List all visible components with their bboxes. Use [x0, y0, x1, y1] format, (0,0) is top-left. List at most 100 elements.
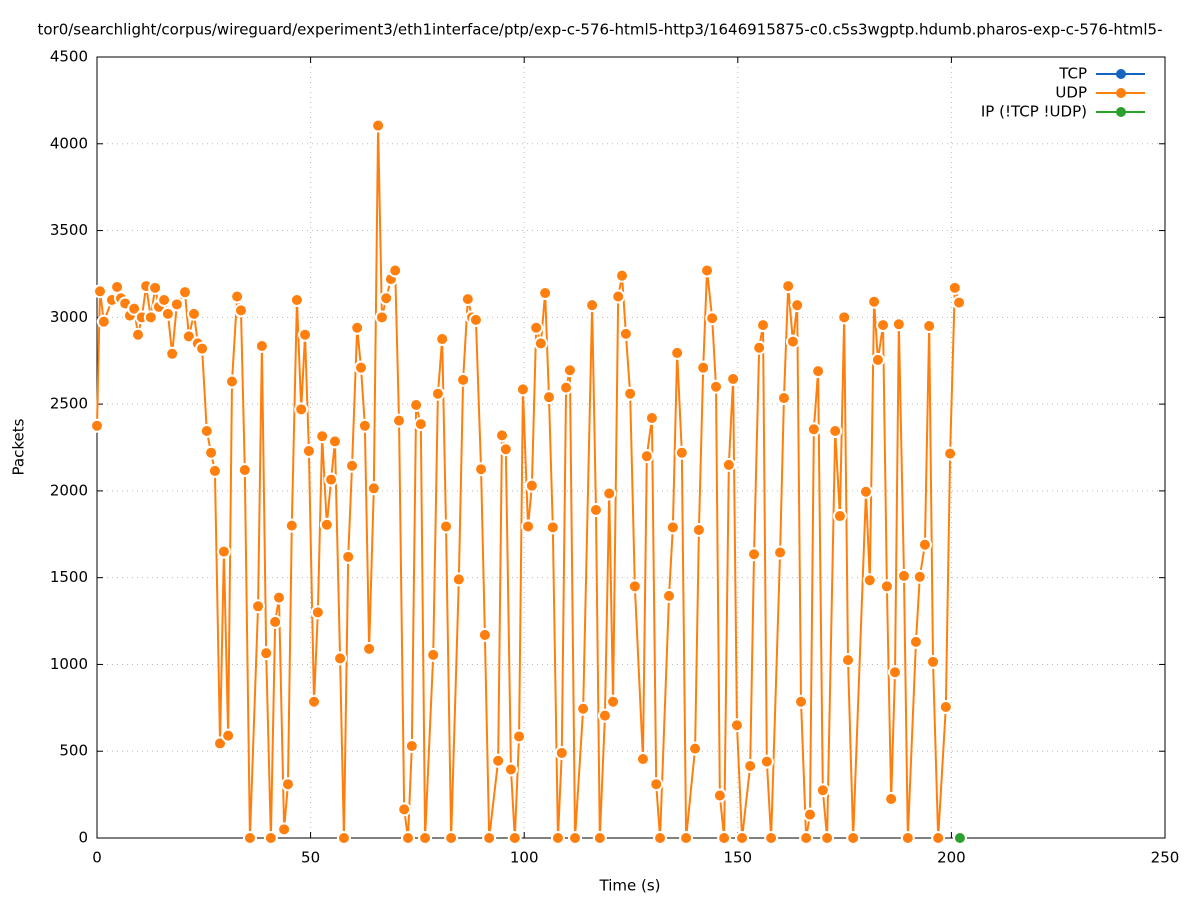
- data-point: [896, 568, 911, 583]
- data-point: [186, 306, 201, 321]
- data-point: [366, 481, 381, 496]
- data-point: [439, 519, 454, 534]
- x-tick-label: 150: [723, 849, 752, 867]
- data-point: [670, 345, 685, 360]
- data-point: [350, 320, 365, 335]
- data-point: [691, 522, 706, 537]
- data-point: [284, 518, 299, 533]
- data-point: [649, 777, 664, 792]
- data-point: [952, 295, 967, 310]
- data-point: [776, 391, 791, 406]
- data-point: [559, 380, 574, 395]
- data-point: [409, 397, 424, 412]
- data-point: [491, 753, 506, 768]
- data-point: [726, 371, 741, 386]
- data-point: [712, 788, 727, 803]
- data-point: [307, 694, 322, 709]
- data-point: [482, 831, 497, 845]
- y-tick-label: 1000: [50, 655, 88, 673]
- data-point: [404, 739, 419, 754]
- data-point: [451, 572, 466, 587]
- y-tick-label: 4500: [50, 48, 88, 66]
- x-tick-label: 200: [937, 849, 966, 867]
- data-point: [224, 374, 239, 389]
- data-point: [110, 279, 125, 294]
- data-point: [841, 653, 856, 668]
- data-point: [327, 434, 342, 449]
- x-tick-label: 50: [301, 849, 320, 867]
- data-point: [324, 472, 339, 487]
- data-point: [858, 484, 873, 499]
- data-point: [477, 627, 492, 642]
- data-point: [127, 301, 142, 316]
- data-point: [926, 654, 941, 669]
- data-point: [550, 831, 565, 845]
- data-point: [908, 634, 923, 649]
- data-point: [374, 310, 389, 325]
- data-point: [165, 346, 180, 361]
- y-tick-label: 1500: [50, 568, 88, 586]
- data-point: [820, 831, 835, 845]
- data-point: [700, 263, 715, 278]
- plot-frame: [96, 56, 1166, 839]
- data-point: [503, 762, 518, 777]
- legend-marker: [1116, 88, 1126, 98]
- data-point: [494, 428, 509, 443]
- data-point: [341, 549, 356, 564]
- x-tick-label: 250: [1151, 849, 1180, 867]
- data-point: [371, 118, 386, 133]
- data-point: [615, 268, 630, 283]
- data-point: [160, 306, 175, 321]
- data-point: [195, 341, 210, 356]
- data-point: [947, 280, 962, 295]
- data-point: [811, 364, 826, 379]
- data-point: [611, 289, 626, 304]
- data-point: [533, 336, 548, 351]
- data-point: [507, 831, 522, 845]
- data-point: [891, 317, 906, 332]
- data-point: [709, 379, 724, 394]
- data-point: [512, 729, 527, 744]
- data-point: [867, 294, 882, 309]
- data-point: [554, 745, 569, 760]
- data-point: [426, 647, 441, 662]
- data-point: [900, 831, 915, 845]
- data-point: [639, 449, 654, 464]
- data-point: [606, 694, 621, 709]
- data-point: [289, 292, 304, 307]
- legend-label: IP (!TCP !UDP): [981, 103, 1087, 121]
- data-point: [90, 418, 104, 433]
- data-point: [294, 402, 309, 417]
- data-point: [679, 831, 694, 845]
- data-point: [280, 777, 295, 792]
- data-point: [576, 701, 591, 716]
- data-point: [592, 831, 607, 845]
- legend-marker: [1116, 107, 1126, 117]
- data-point: [644, 410, 659, 425]
- data-point: [747, 547, 762, 562]
- data-point: [773, 545, 788, 560]
- data-point: [251, 599, 266, 614]
- data-point: [752, 340, 767, 355]
- data-point: [665, 520, 680, 535]
- data-point: [254, 338, 269, 353]
- data-point: [832, 509, 847, 524]
- data-point: [917, 537, 932, 552]
- data-point: [931, 831, 946, 845]
- data-point: [379, 291, 394, 306]
- data-point: [157, 292, 172, 307]
- data-point: [242, 831, 257, 845]
- data-point: [756, 318, 771, 333]
- data-point: [310, 605, 325, 620]
- data-point: [169, 297, 184, 312]
- data-point: [696, 360, 711, 375]
- data-point: [131, 327, 146, 342]
- data-point: [623, 386, 638, 401]
- data-point: [237, 463, 252, 478]
- data-point: [143, 310, 158, 325]
- data-point: [562, 363, 577, 378]
- data-point: [444, 831, 459, 845]
- data-point: [515, 382, 530, 397]
- y-tick-label: 0: [78, 829, 88, 847]
